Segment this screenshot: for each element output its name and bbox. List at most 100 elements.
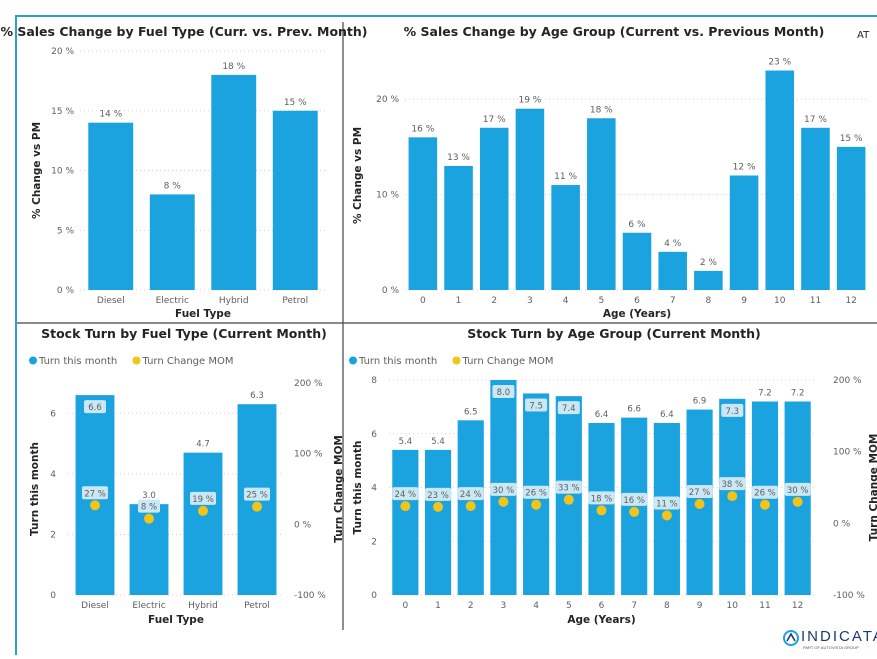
- data-label: 3.0: [142, 491, 156, 501]
- data-label: 6.5: [464, 407, 478, 417]
- y-tick-label: 6: [50, 409, 56, 419]
- data-label: 17 %: [804, 115, 827, 125]
- chart-age_sales: % Sales Change by Age Group (Current vs.…: [352, 24, 870, 320]
- y-axis-label: % Change vs PM: [352, 127, 364, 224]
- dot-label: 18 %: [591, 494, 613, 504]
- x-tick-label: 8: [706, 296, 712, 306]
- data-label-box: [492, 385, 515, 398]
- dot-marker: [90, 500, 100, 511]
- dot-label-box: [653, 496, 680, 510]
- bar: [149, 194, 195, 290]
- y-tick-label: 10 %: [51, 167, 74, 177]
- bar: [183, 452, 223, 595]
- x-tick-label: 10: [727, 601, 739, 611]
- data-label: 6.6: [88, 403, 102, 413]
- data-label: 5.4: [431, 437, 445, 447]
- x-tick-label: 11: [810, 296, 821, 306]
- chart-fuel_stock: Stock Turn by Fuel Type (Current Month) T…: [29, 326, 345, 626]
- data-label-box: [721, 403, 744, 417]
- x-tick-label: 5: [566, 601, 572, 611]
- x-tick-label: Hybrid: [188, 601, 218, 611]
- bar: [729, 175, 759, 290]
- chart-corner-text: AT: [857, 30, 870, 41]
- y-tick-label: 0 %: [382, 286, 400, 296]
- y-axis-label: Turn this month: [352, 441, 364, 535]
- data-label: 8.0: [497, 388, 511, 398]
- data-label: 6.3: [250, 391, 264, 401]
- x-tick-label: 4: [563, 296, 569, 306]
- dot-label: 24 %: [395, 490, 417, 500]
- x-tick-label: 11: [759, 601, 770, 611]
- y2-tick-label: 0 %: [833, 519, 851, 529]
- dot-label: 26 %: [754, 489, 776, 499]
- bar: [621, 417, 648, 595]
- bar: [765, 70, 795, 291]
- bar: [424, 449, 452, 595]
- y-tick-label: 6: [371, 430, 377, 440]
- bar: [479, 127, 509, 291]
- dot-label: 24 %: [460, 490, 482, 500]
- dot-label-box: [784, 482, 811, 496]
- dot-marker: [400, 501, 411, 512]
- data-label: 11 %: [554, 172, 577, 182]
- legend-item: Turn this month: [38, 356, 117, 367]
- y2-tick-label: -100 %: [294, 591, 326, 601]
- y2-axis-label: Turn Change MOM: [868, 434, 877, 542]
- dot-label-box: [244, 487, 270, 501]
- dot-label: 26 %: [525, 489, 547, 499]
- dot-label: 27 %: [689, 488, 711, 498]
- data-label: 7.2: [758, 389, 772, 399]
- y-tick-label: 4: [371, 484, 377, 494]
- data-label: 5.4: [399, 437, 413, 447]
- dot-marker: [531, 499, 542, 510]
- x-tick-label: 12: [845, 296, 856, 306]
- legend-item: Turn Change MOM: [142, 356, 234, 367]
- legend-marker: [29, 356, 37, 365]
- dot-label: 23 %: [427, 491, 449, 501]
- y-tick-label: 15 %: [51, 107, 74, 117]
- x-tick-label: Electric: [156, 296, 189, 306]
- dot-marker: [694, 498, 705, 509]
- dot-marker: [563, 494, 574, 505]
- x-tick-label: 9: [741, 296, 747, 306]
- dot-label: 27 %: [84, 489, 106, 499]
- x-tick-label: 1: [435, 601, 441, 611]
- x-axis-label: Age (Years): [567, 614, 635, 626]
- chart-age_stock: Stock Turn by Age Group (Current Month) T…: [349, 326, 877, 626]
- dot-marker: [465, 501, 476, 512]
- bar: [515, 108, 545, 290]
- x-tick-label: 5: [598, 296, 604, 306]
- x-axis-label: Age (Years): [603, 308, 671, 320]
- y2-tick-label: 0 %: [294, 520, 312, 530]
- dot-label-box: [555, 480, 582, 494]
- y2-tick-label: 100 %: [294, 450, 323, 460]
- legend-marker: [132, 356, 141, 365]
- dot-label: 33 %: [558, 484, 580, 494]
- data-label: 12 %: [733, 163, 756, 173]
- dot-marker: [727, 491, 738, 502]
- x-tick-label: Petrol: [282, 296, 308, 306]
- legend: Turn this month Turn Change MOM: [349, 356, 553, 367]
- data-label: 6.4: [660, 410, 674, 420]
- x-tick-label: 0: [402, 601, 408, 611]
- x-tick-label: 1: [456, 296, 462, 306]
- dot-label-box: [82, 486, 108, 500]
- x-tick-label: Electric: [132, 601, 165, 611]
- dot-marker: [629, 506, 640, 517]
- data-label: 18 %: [590, 105, 613, 115]
- data-label: 18 %: [222, 62, 245, 72]
- data-label-box: [557, 401, 580, 415]
- legend-item: Turn Change MOM: [462, 356, 554, 367]
- x-tick-label: 3: [501, 601, 507, 611]
- data-label: 7.3: [726, 407, 740, 417]
- y2-axis-label: Turn Change MOM: [333, 435, 345, 543]
- bar: [836, 146, 866, 290]
- bar: [801, 127, 830, 291]
- bar: [392, 449, 419, 595]
- logo-text: INDICATA: [801, 628, 877, 645]
- dot-marker: [198, 505, 208, 516]
- legend-marker: [452, 356, 461, 365]
- chart-title: % Sales Change by Fuel Type (Curr. vs. P…: [0, 24, 367, 39]
- x-tick-label: 6: [634, 296, 640, 306]
